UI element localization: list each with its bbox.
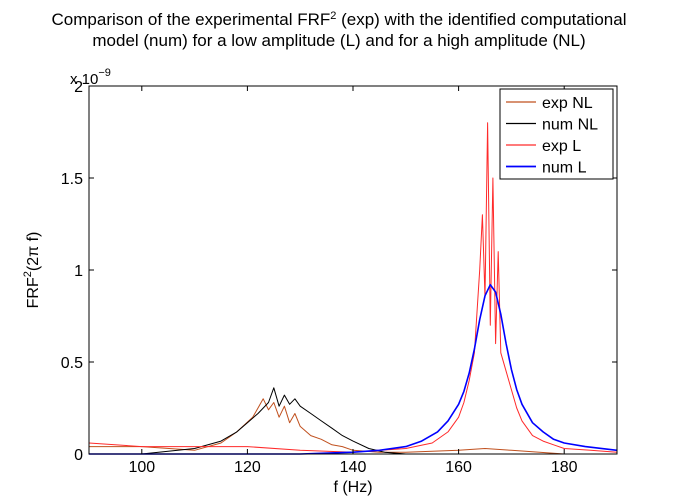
- x-tick-label: 120: [234, 459, 261, 476]
- chart-title-line-1: Comparison of the experimental FRF2 (exp…: [51, 10, 627, 29]
- y-axis-multiplier: x 10−9: [70, 67, 111, 88]
- chart-title-line-2: model (num) for a low amplitude (L) and …: [92, 31, 586, 50]
- legend-label-num-nl: num NL: [542, 117, 598, 134]
- y-tick-label: 0.5: [61, 355, 83, 372]
- x-tick-label: 140: [340, 459, 367, 476]
- y-tick-label: 1.5: [61, 171, 83, 188]
- legend-label-exp-l: exp L: [542, 138, 581, 155]
- y-tick-label: 2: [74, 79, 83, 96]
- legend-label-exp-nl: exp NL: [542, 95, 593, 112]
- series-line-num-l: [89, 283, 618, 455]
- legend-box: [499, 88, 614, 180]
- x-tick-label: 160: [445, 459, 472, 476]
- x-tick-label: 100: [128, 459, 155, 476]
- x-tick-label: 180: [551, 459, 578, 476]
- y-tick-label: 0: [74, 447, 83, 464]
- legend-label-num-l: num L: [542, 160, 587, 177]
- y-axis-label: FRF2(2π f): [22, 232, 42, 309]
- y-tick-label: 1: [74, 263, 83, 280]
- x-axis-label: f (Hz): [333, 479, 372, 496]
